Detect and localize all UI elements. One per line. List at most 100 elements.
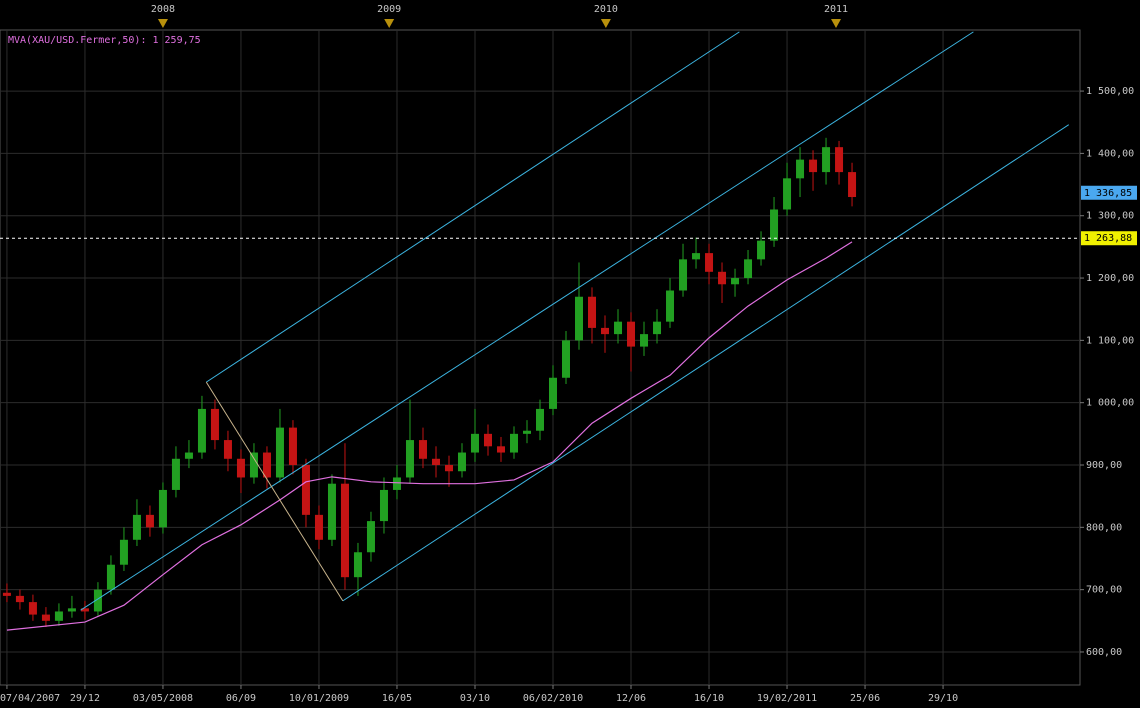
candle-body	[457, 452, 466, 472]
trendline	[80, 31, 974, 611]
x-tick-label: 29/10	[928, 693, 958, 704]
year-label: 2011	[824, 4, 848, 15]
x-tick-label: 29/12	[70, 693, 100, 704]
candle-body	[262, 452, 271, 478]
y-tick-label: 700,00	[1086, 585, 1122, 596]
year-label: 2009	[377, 4, 401, 15]
x-tick-label: 06/09	[226, 693, 256, 704]
x-tick-label: 19/02/2011	[757, 693, 817, 704]
candle-body	[770, 209, 779, 241]
candle-body	[549, 377, 558, 409]
candle-body	[757, 240, 766, 260]
candle-body	[822, 147, 831, 173]
candle-body	[236, 458, 245, 478]
year-marker	[157, 19, 168, 28]
candle-body	[314, 514, 323, 540]
candle-body	[405, 440, 414, 478]
candle-body	[223, 440, 232, 459]
candle-body	[509, 433, 518, 453]
candle-body	[601, 327, 610, 335]
price-marker	[1081, 185, 1137, 200]
candle-body	[54, 611, 63, 621]
y-tick-label: 600,00	[1086, 647, 1122, 658]
candle-body	[158, 489, 167, 528]
candle-body	[783, 178, 792, 210]
candle-body	[249, 452, 258, 478]
candle-body	[705, 253, 714, 272]
candle-body	[327, 483, 336, 540]
candle-body	[119, 539, 128, 565]
candle-body	[184, 452, 193, 459]
candle-body	[93, 589, 102, 612]
price-marker	[1081, 231, 1137, 246]
candle-body	[366, 521, 375, 553]
y-tick-label: 1 200,00	[1086, 273, 1134, 284]
plot-frame	[0, 29, 1081, 686]
x-tick-label: 25/06	[850, 693, 880, 704]
year-label: 2008	[151, 4, 175, 15]
candle-body	[666, 290, 675, 322]
candle-body	[679, 259, 688, 291]
candle-body	[444, 465, 453, 472]
candle-body	[171, 458, 180, 490]
y-tick-label: 800,00	[1086, 522, 1122, 533]
candle-body	[796, 159, 805, 179]
candle-body	[522, 430, 531, 434]
candle-body	[392, 477, 401, 490]
year-label: 2010	[594, 4, 618, 15]
candle-body	[562, 340, 571, 378]
year-marker	[384, 19, 395, 28]
moving-average	[6, 241, 853, 631]
trendline	[206, 31, 740, 383]
candle-body	[132, 514, 141, 540]
candle-body	[692, 253, 701, 260]
y-tick-label: 900,00	[1086, 460, 1122, 471]
candle-body	[640, 334, 649, 347]
candle-body	[106, 564, 115, 590]
candle-body	[41, 614, 50, 621]
candle-body	[653, 321, 662, 335]
candle-body	[718, 271, 727, 285]
y-tick-label: 1 400,00	[1086, 148, 1134, 159]
year-marker	[831, 19, 842, 28]
candle-body	[80, 608, 89, 612]
candle-body	[496, 446, 505, 453]
price-marker-label: 1 263,88	[1084, 233, 1132, 244]
candle-body	[210, 408, 219, 441]
y-tick-label: 1 000,00	[1086, 398, 1134, 409]
candle-body	[835, 147, 844, 173]
candle-body	[575, 296, 584, 341]
candle-body	[28, 602, 37, 615]
candle-body	[288, 427, 297, 466]
candle-body	[2, 592, 11, 596]
candle-body	[431, 458, 440, 466]
x-tick-label: 10/01/2009	[289, 693, 349, 704]
x-tick-label: 16/05	[382, 693, 412, 704]
candle-body	[379, 489, 388, 522]
y-tick-label: 1 100,00	[1086, 335, 1134, 346]
trendline	[342, 124, 1070, 602]
x-tick-label: 03/05/2008	[133, 693, 193, 704]
candle-body	[197, 408, 206, 453]
candle-body	[145, 514, 154, 528]
y-tick-label: 1 300,00	[1086, 211, 1134, 222]
x-tick-label: 03/10	[460, 693, 490, 704]
candle-body	[627, 321, 636, 347]
x-tick-label: 06/02/2010	[523, 693, 583, 704]
candle-body	[340, 483, 349, 578]
candle-body	[731, 278, 740, 285]
candle-body	[536, 408, 544, 431]
candle-body	[15, 595, 24, 603]
y-tick-label: 1 500,00	[1086, 86, 1134, 97]
indicator-label: MVA(XAU/USD.Fermer,50): 1 259,75	[8, 35, 201, 46]
candle-body	[470, 433, 479, 453]
x-tick-label: 12/06	[616, 693, 646, 704]
x-tick-label: 16/10	[694, 693, 724, 704]
candle-body	[483, 433, 492, 447]
candle-body	[353, 552, 362, 578]
candle-body	[744, 259, 753, 279]
trendline	[205, 381, 344, 602]
candle-body	[301, 465, 310, 515]
year-marker	[600, 19, 611, 28]
